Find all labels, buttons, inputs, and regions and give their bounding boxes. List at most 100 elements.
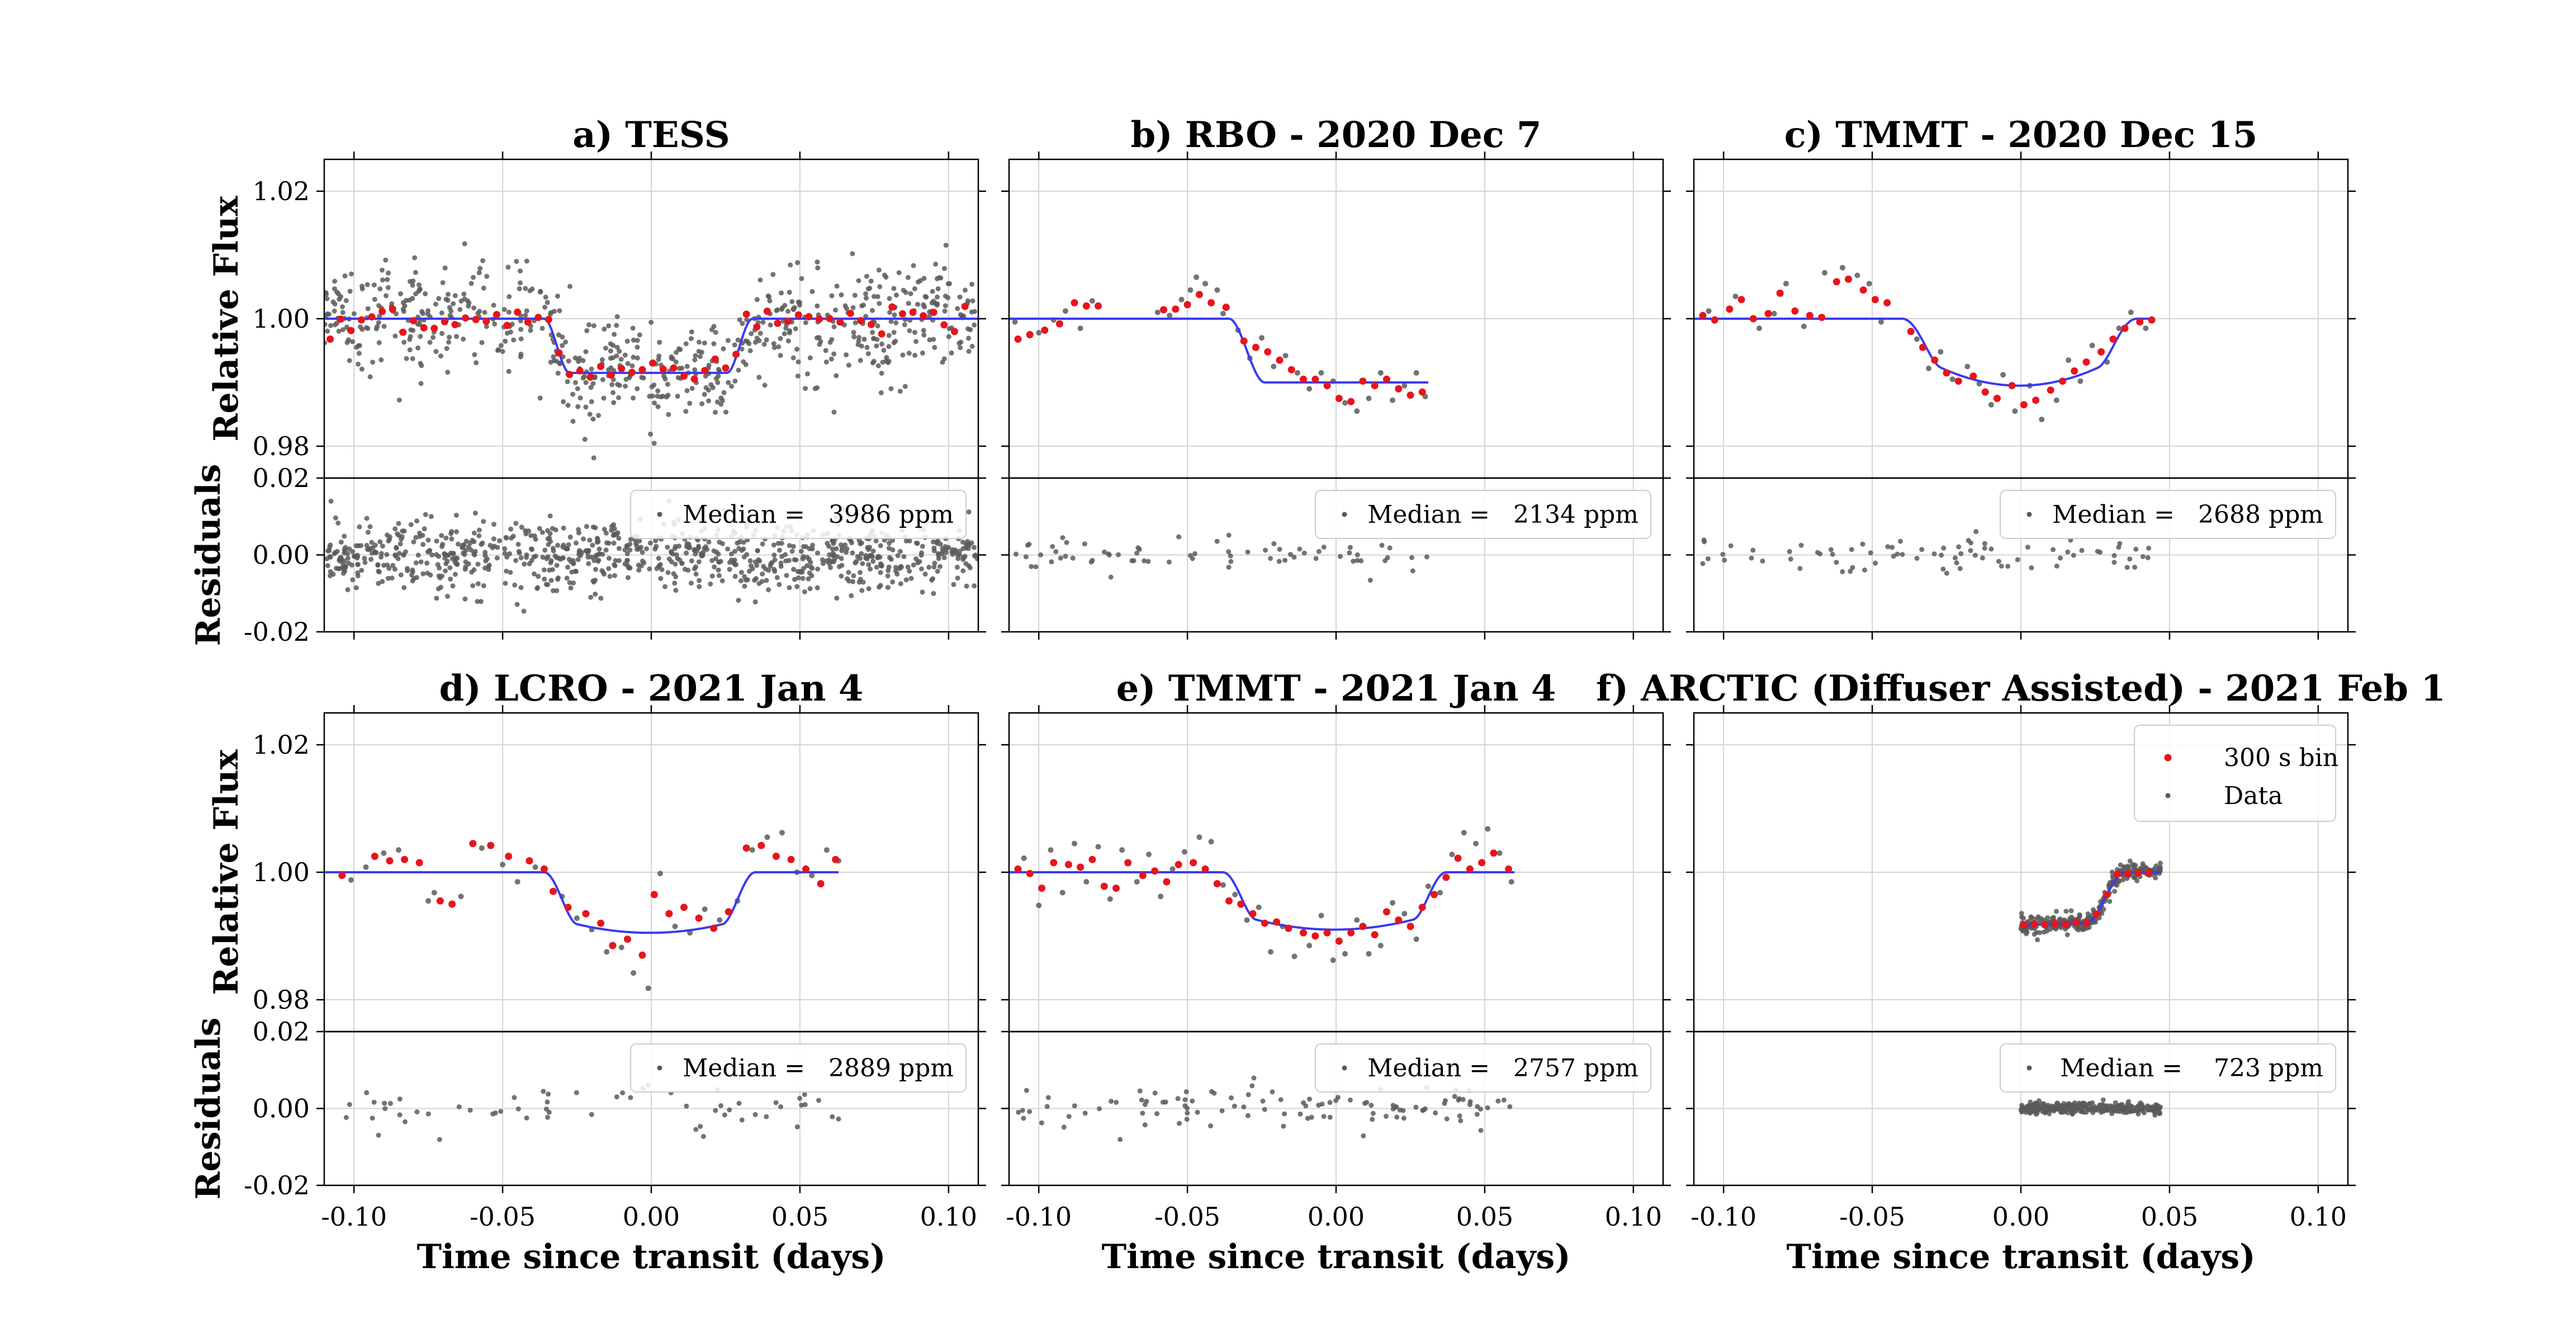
residual-point (425, 537, 431, 543)
residual-point (826, 543, 832, 549)
residual-point (414, 518, 420, 524)
data-point (1012, 319, 1018, 325)
residual-point (353, 585, 359, 590)
binned-point (1490, 849, 1498, 857)
residual-point (1166, 559, 1172, 565)
data-point (492, 321, 498, 327)
residual-point (420, 571, 426, 576)
residual-point (2091, 1106, 2097, 1112)
residual-point (2100, 1097, 2106, 1103)
data-point (582, 437, 588, 442)
residual-point (674, 552, 679, 557)
residual-point (893, 565, 899, 570)
data-point (942, 308, 948, 314)
residual-point (665, 570, 671, 575)
residual-point (794, 1124, 800, 1129)
residual-point (1728, 543, 1734, 549)
residual-point (913, 556, 919, 561)
residual-point (696, 559, 702, 565)
residual-point (806, 556, 812, 562)
residual-point (1850, 565, 1855, 570)
residual-legend-label: Median = 2688 ppm (2052, 500, 2323, 529)
residual-point (803, 544, 809, 550)
residual-legend: Median = 2134 ppm (1315, 490, 1651, 539)
residual-point (1327, 1100, 1333, 1105)
data-point (1914, 336, 1920, 342)
data-point (767, 298, 773, 304)
data-point (2153, 875, 2158, 881)
data-point (538, 289, 543, 295)
flux-plot-area (1009, 274, 1428, 414)
x-tick-label: -0.05 (1154, 1202, 1220, 1232)
data-point (1878, 319, 1884, 325)
resid-plot-area (343, 1082, 841, 1142)
data-point (529, 286, 535, 292)
residual-point (452, 571, 458, 577)
residual-point (1798, 542, 1804, 548)
data-point (912, 329, 917, 335)
data-point (921, 276, 927, 281)
data-point (660, 394, 666, 399)
data-point (725, 338, 731, 343)
data-point (732, 342, 737, 348)
residual-point (449, 529, 454, 535)
residual-point (2029, 1108, 2035, 1114)
residual-point (1401, 1115, 1407, 1121)
residual-point (476, 533, 482, 538)
residual-point (858, 576, 863, 582)
residual-point (2025, 545, 2030, 550)
residual-point (342, 549, 348, 554)
residual-point (364, 546, 370, 552)
residual-point (1849, 547, 1854, 552)
data-point (879, 371, 884, 376)
residual-point (706, 539, 712, 545)
data-point (779, 306, 784, 312)
data-point (2032, 916, 2037, 922)
data-point (739, 346, 745, 352)
residual-point (1347, 550, 1352, 556)
residual-point (931, 590, 936, 596)
binned-point (1077, 863, 1085, 871)
residual-point (355, 562, 361, 567)
residual-point (396, 521, 401, 526)
data-point (957, 294, 963, 300)
data-point (567, 283, 572, 289)
residual-point (866, 586, 872, 592)
residual-point (1953, 555, 1958, 561)
binned-point (1264, 348, 1272, 356)
residual-point (328, 498, 334, 504)
data-point (886, 333, 892, 338)
legend-frame (1315, 490, 1651, 539)
residual-point (424, 560, 430, 566)
data-point (1244, 917, 1250, 923)
data-point (611, 400, 617, 405)
data-point (676, 366, 682, 371)
legend-frame (1315, 1043, 1651, 1093)
data-point (1854, 272, 1860, 278)
residual-point (809, 546, 815, 552)
residual-point (542, 547, 548, 553)
binned-point (638, 366, 646, 374)
residual-point (385, 532, 390, 538)
data-point (385, 277, 390, 282)
binned-point (1276, 356, 1284, 364)
residual-point (364, 516, 370, 521)
residual-legend: Median = 2688 ppm (2000, 490, 2336, 539)
data-point (778, 336, 783, 341)
data-point (875, 294, 880, 299)
data-point (827, 339, 833, 345)
x-tick-label: 0.00 (1992, 1202, 2049, 1232)
binned-point (649, 359, 657, 367)
residual-point (1163, 1099, 1168, 1105)
data-point (2054, 909, 2059, 914)
residual-point (936, 552, 941, 558)
binned-point (607, 371, 615, 379)
legend-marker-data (2026, 1065, 2032, 1071)
residual-point (475, 599, 480, 604)
data-point (1425, 883, 1431, 890)
residual-point (748, 563, 754, 569)
residual-point (754, 576, 759, 582)
residual-point (1720, 552, 1726, 557)
data-point (941, 356, 947, 362)
binned-point (2124, 870, 2132, 877)
